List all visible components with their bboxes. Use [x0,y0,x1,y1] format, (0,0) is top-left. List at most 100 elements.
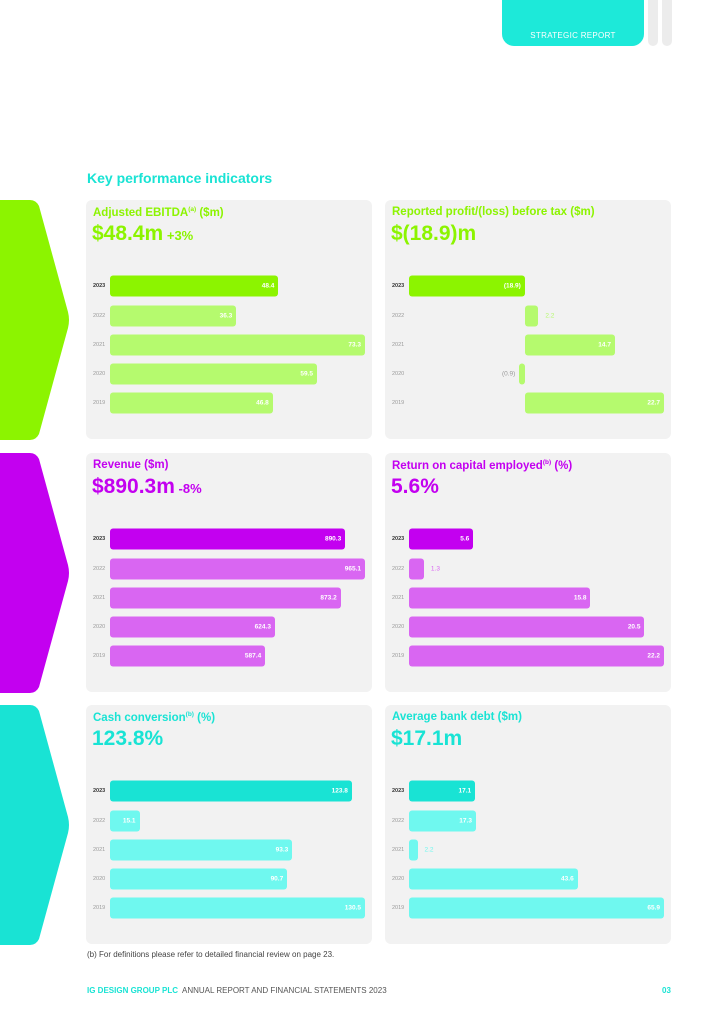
year-label: 2023 [392,283,405,289]
bar-value-label: 65.9 [647,904,660,912]
purple-side-arrow [0,453,69,693]
green-side-arrow [0,200,69,440]
chart-bar [519,363,525,385]
year-label: 2023 [93,283,106,289]
kpi-card: Average bank debt ($m) $17.1m 2023 17.1 2022… [385,705,671,944]
kpi-card: Reported profit/(loss) before tax ($m) $(… [385,200,671,439]
kpi-title: Revenue ($m) [93,459,169,471]
chart-bar [110,868,288,890]
bar-value-label: 90.7 [270,875,284,883]
bar-value-label: 624.3 [254,623,271,631]
chart-bar [409,275,525,297]
kpi-value: 5.6% [391,475,439,498]
footnote: (b) For definitions please refer to deta… [87,950,335,959]
chart-bar [409,780,476,802]
year-label: 2022 [93,566,106,572]
bar-value-label: 890.3 [324,535,342,543]
bar-value-label: 20.5 [627,623,641,631]
bar-value-label: 130.5 [344,904,361,912]
year-label: 2021 [93,847,106,853]
section-tab[interactable]: STRATEGIC REPORT [502,0,644,46]
year-label: 2021 [93,595,106,601]
kpi-title: Reported profit/(loss) before tax ($m) [392,206,595,218]
year-label: 2020 [392,624,405,630]
bar-value-label: 1.3 [430,565,440,573]
footer-report-title: ANNUAL REPORT AND FINANCIAL STATEMENTS 2… [182,986,387,995]
chart-bar [409,810,476,832]
year-label: 2019 [93,905,106,911]
year-label: 2023 [93,536,106,542]
cyan-side-arrow [0,705,69,945]
year-label: 2023 [93,788,106,794]
kpi-title: Return on capital employed(b) (%) [392,459,573,472]
page-number: 03 [662,986,671,995]
year-label: 2019 [392,905,405,911]
kpi-title: Cash conversion(b) (%) [93,711,216,724]
kpi-title: Average bank debt ($m) [392,711,522,723]
bar-value-label: 73.3 [348,341,361,349]
bar-value-label: 123.8 [331,787,348,795]
chart-bar [409,528,474,550]
year-label: 2020 [93,371,106,377]
bar-value-label: 587.4 [244,652,262,660]
chart-bar [110,587,341,609]
bar-value-label: (0.9) [501,370,516,378]
chart-bar [110,275,279,297]
chart-bar [110,780,352,802]
year-label: 2022 [392,818,405,824]
kpi-change: -8% [174,481,202,496]
bar-value-label: 22.2 [647,652,660,660]
chart-bar [110,305,237,327]
chart-bar [409,868,578,890]
year-label: 2022 [392,566,405,572]
section-tab-label: STRATEGIC REPORT [530,31,616,40]
kpi-title-footnote-ref: (a) [188,206,197,213]
tab-stub [648,0,658,46]
year-label: 2022 [392,313,405,319]
chart-bar [110,558,365,580]
bar-value-label: 22.7 [647,399,660,407]
bar-value-label: 5.6 [460,535,470,543]
year-label: 2023 [392,536,405,542]
kpi-card: Cash conversion(b) (%) 123.8% 2023 123.8 202… [86,705,372,944]
chart-bar [110,528,346,550]
bar-value-label: 17.1 [458,787,472,795]
kpi-value: $890.3m -8% [92,475,202,498]
year-label: 2022 [93,313,106,319]
chart-bar [110,810,140,832]
bar-value-label: 15.8 [573,594,587,602]
year-label: 2019 [392,653,405,659]
bar-value-label: 59.5 [300,370,313,378]
year-label: 2021 [392,342,405,348]
chart-bar [110,897,365,919]
footer: IG DESIGN GROUP PLC ANNUAL REPORT AND FI… [87,986,387,995]
bar-value-label: 36.3 [219,312,233,320]
year-label: 2022 [93,818,106,824]
kpi-change: +3% [163,228,194,243]
year-label: 2021 [392,847,405,853]
kpi-title-footnote-ref: (b) [542,459,552,466]
bar-value-label: 873.2 [320,594,337,602]
kpi-value: $17.1m [391,727,463,750]
kpi-value: $48.4m +3% [92,222,194,245]
year-label: 2021 [392,595,405,601]
bar-value-label: 15.1 [122,817,136,825]
bar-value-label: 48.4 [261,282,275,290]
tab-stub [662,0,672,46]
kpi-value: $(18.9)m [391,222,477,245]
chart-bar [110,645,266,667]
bar-value-label: (18.9) [503,282,521,290]
bar-value-label: 93.3 [275,846,289,854]
kpi-value: 123.8% [92,727,164,750]
chart-bar [110,363,317,385]
kpi-card: Adjusted EBITDA(a) ($m) $48.4m +3% 2023 48.… [86,200,372,439]
chart-bar [409,616,645,638]
year-label: 2021 [93,342,106,348]
bar-value-label: 2.2 [545,312,555,320]
chart-bar [409,839,418,861]
chart-bar [409,558,424,580]
chart-bar [110,839,293,861]
bar-value-label: 17.3 [459,817,472,825]
kpi-title-footnote-ref: (b) [185,711,194,718]
kpi-title: Adjusted EBITDA(a) ($m) [93,206,224,219]
